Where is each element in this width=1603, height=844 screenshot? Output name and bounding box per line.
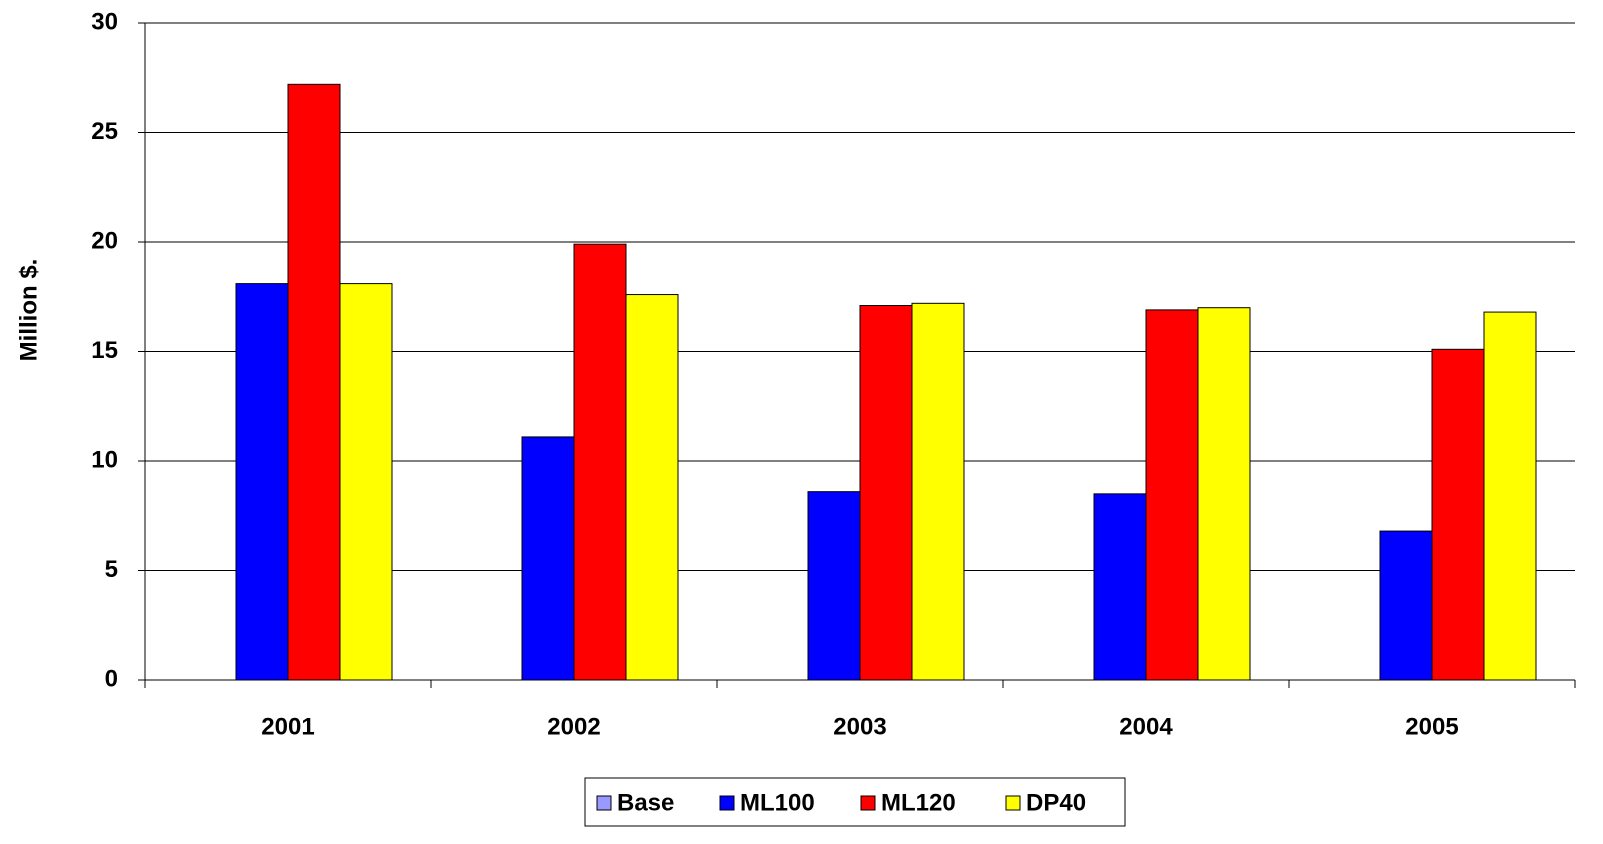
bar [235, 283, 289, 681]
legend-swatch [1005, 795, 1021, 811]
bar [521, 436, 575, 681]
x-tick-label: 2002 [547, 713, 600, 740]
bar [1197, 307, 1251, 681]
y-axis-label: Million $. [15, 259, 42, 362]
legend-swatch [860, 795, 876, 811]
bar [859, 305, 913, 681]
y-tick-label: 5 [105, 556, 118, 583]
legend-box [584, 777, 1126, 827]
bar [1483, 311, 1537, 681]
y-tick-label: 25 [91, 118, 118, 145]
y-tick-label: 0 [105, 665, 118, 692]
x-tick-label: 2005 [1405, 713, 1458, 740]
y-tick-label: 30 [91, 8, 118, 35]
bar [625, 294, 679, 681]
y-tick-label: 15 [91, 337, 118, 364]
legend-label: DP40 [1026, 789, 1086, 816]
bar [807, 491, 861, 681]
legend-swatch [596, 795, 612, 811]
bar [1093, 493, 1147, 681]
y-tick-label: 20 [91, 227, 118, 254]
y-tick-label: 10 [91, 446, 118, 473]
bar [339, 283, 393, 681]
bar [911, 302, 965, 681]
bar [287, 83, 341, 681]
bar [1145, 309, 1199, 681]
x-tick-label: 2001 [261, 713, 314, 740]
legend-label: Base [617, 789, 674, 816]
legend-swatch [719, 795, 735, 811]
legend-label: ML120 [881, 789, 956, 816]
x-tick-label: 2003 [833, 713, 886, 740]
bar [1379, 530, 1433, 681]
x-tick-label: 2004 [1119, 713, 1173, 740]
bar [1431, 348, 1485, 681]
legend-label: ML100 [740, 789, 815, 816]
bar [573, 243, 627, 681]
